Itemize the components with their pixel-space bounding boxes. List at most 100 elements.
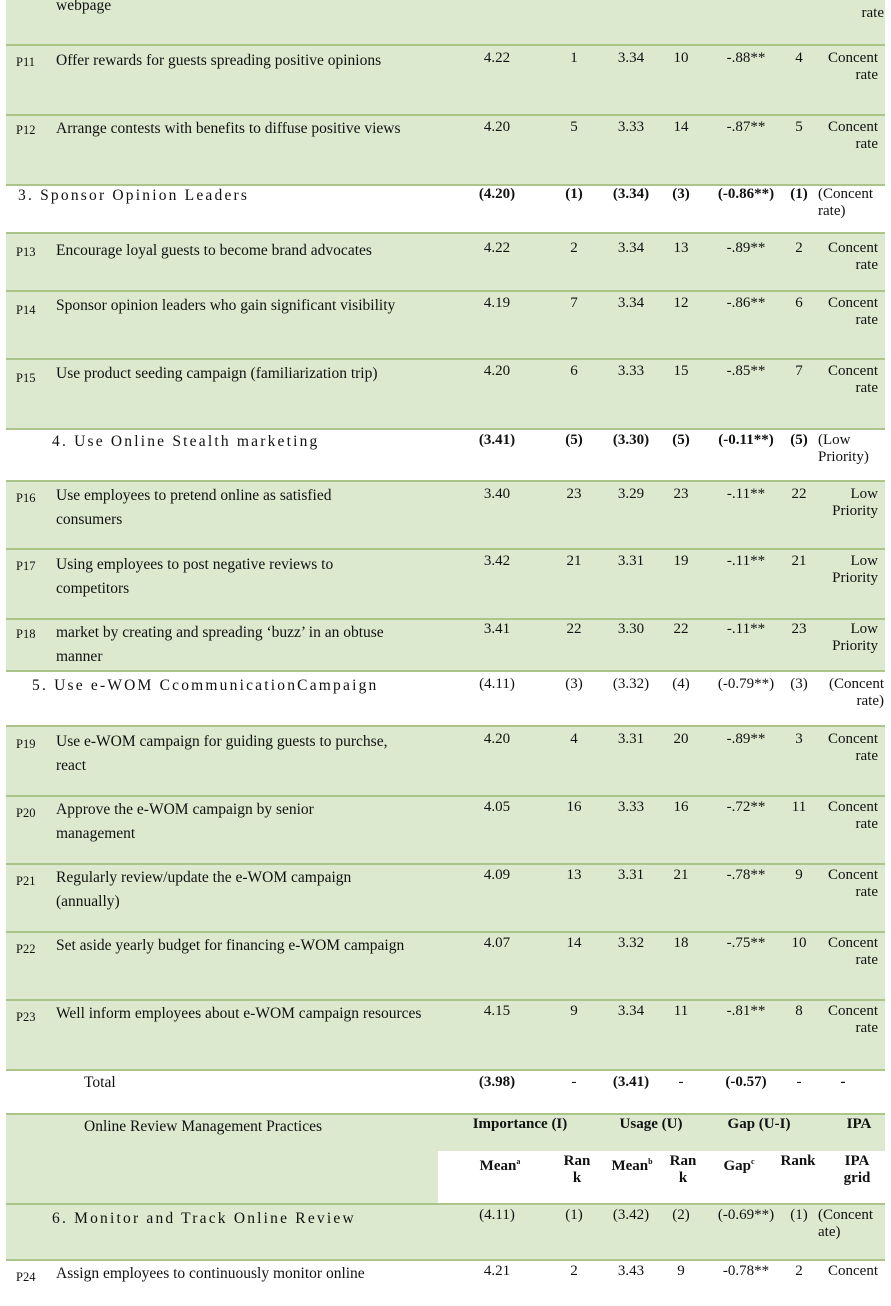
importance-rank: 14	[566, 935, 582, 951]
gap-value: -.11**	[726, 621, 766, 637]
practice-code: P14	[16, 303, 36, 317]
gap-value: -.11**	[726, 553, 766, 569]
gap-value: -0.78**	[722, 1263, 770, 1279]
header-importance: Importance (I)	[472, 1116, 568, 1132]
practice-code: P18	[16, 627, 36, 641]
group-gap: (-0.79**)	[717, 676, 775, 692]
importance-mean: 4.09	[483, 867, 511, 883]
practice-description: Assign employees to continuously monitor…	[56, 1265, 365, 1282]
usage-rank: 23	[673, 486, 689, 502]
group-row: 5. Use e-WOM CcommunicationCampaign (4.1…	[6, 670, 885, 725]
group-ipa: (Concent rate)	[829, 676, 884, 709]
group-ipa: (Concent rate)	[818, 186, 873, 219]
importance-rank: 22	[566, 621, 582, 637]
ipa-value: Concent rate	[828, 731, 878, 764]
ipa-value: Concent rate	[828, 363, 878, 396]
total-label: Total	[84, 1074, 116, 1091]
usage-mean: 3.34	[617, 1003, 645, 1019]
ipa-value: Concent rate	[828, 50, 878, 83]
group-row: 3. Sponsor Opinion Leaders (4.20) (1) (3…	[6, 184, 885, 232]
importance-rank: 5	[570, 119, 578, 135]
group-usage-mean: (3.34)	[612, 186, 650, 202]
usage-mean: 3.30	[617, 621, 645, 637]
usage-mean: 3.31	[617, 867, 645, 883]
group-importance-rank: (5)	[565, 432, 583, 448]
row-description: webpage	[56, 0, 112, 14]
header-usage-mean: Meanb	[611, 1157, 653, 1174]
importance-mean: 4.22	[483, 50, 511, 66]
group-usage-mean: (3.42)	[612, 1207, 650, 1223]
ipa-value: Concent rate	[828, 799, 878, 832]
importance-rank: 2	[570, 1263, 578, 1279]
table-row: P20 Approve the e-WOM campaign by senior…	[6, 795, 885, 863]
total-row: Total (3.98) - (3.41) - (-0.57) - -	[6, 1069, 885, 1113]
gap-value: -.86**	[726, 295, 766, 311]
total-gap-rank: -	[796, 1074, 802, 1090]
importance-mean: 4.22	[483, 240, 511, 256]
gap-rank: 5	[795, 119, 803, 135]
header-gap-value: Gapc	[723, 1157, 755, 1174]
gap-value: -.78**	[726, 867, 766, 883]
total-gap: (-0.57)	[725, 1074, 767, 1090]
total-usage-rank: -	[678, 1074, 684, 1090]
practice-description: Approve the e-WOM campaign by senior man…	[56, 801, 314, 842]
group-gap: (-0.69**)	[717, 1207, 775, 1223]
usage-mean: 3.29	[617, 486, 645, 502]
usage-rank: 13	[673, 240, 689, 256]
table-row: P24 Assign employees to continuously mon…	[6, 1259, 885, 1306]
usage-mean: 3.31	[617, 553, 645, 569]
importance-rank: 16	[566, 799, 582, 815]
practice-description: Use product seeding campaign (familiariz…	[56, 365, 378, 382]
gap-rank: 4	[795, 50, 803, 66]
practice-code: P16	[16, 491, 36, 505]
importance-mean: 4.20	[483, 119, 511, 135]
ipa-value: Concent rate	[828, 867, 878, 900]
ipa-value: Concent	[828, 1263, 878, 1279]
practice-description: Offer rewards for guests spreading posit…	[56, 52, 382, 69]
importance-mean: 4.15	[483, 1003, 511, 1019]
importance-rank: 9	[570, 1003, 578, 1019]
group-importance-rank: (3)	[565, 676, 583, 692]
header-ipa: IPA	[846, 1116, 872, 1132]
table-header: Online Review Management Practices Impor…	[6, 1113, 885, 1205]
gap-value: -.88**	[726, 50, 766, 66]
usage-rank: 9	[677, 1263, 685, 1279]
importance-rank: 1	[570, 50, 578, 66]
importance-rank: 21	[566, 553, 582, 569]
practice-code: P20	[16, 806, 36, 820]
group-title: 3. Sponsor Opinion Leaders	[18, 187, 250, 204]
practice-code: P21	[16, 874, 36, 888]
practice-description: Regularly review/update the e-WOM campai…	[56, 869, 352, 910]
importance-mean: 4.19	[483, 295, 511, 311]
practice-description: Encourage loyal guests to become brand a…	[56, 242, 372, 259]
header-subpanel	[438, 1151, 885, 1205]
gap-value: -.89**	[726, 240, 766, 256]
usage-mean: 3.33	[617, 119, 645, 135]
usage-rank: 22	[673, 621, 689, 637]
table-row: P16 Use employees to pretend online as s…	[6, 480, 885, 548]
table-row: P13 Encourage loyal guests to become bra…	[6, 232, 885, 290]
gap-rank: 2	[795, 1263, 803, 1279]
group-importance-mean: (4.20)	[478, 186, 516, 202]
group-importance-mean: (3.41)	[478, 432, 516, 448]
table-row: P17 Using employees to post negative rev…	[6, 548, 885, 618]
practice-description: Set aside yearly budget for financing e-…	[56, 937, 405, 954]
practice-code: P23	[16, 1010, 36, 1024]
practice-code: P12	[16, 123, 36, 137]
group-gap: (-0.11**)	[718, 432, 774, 448]
table-row: P18 market by creating and spreading ‘bu…	[6, 618, 885, 670]
importance-mean: 4.20	[483, 731, 511, 747]
usage-mean: 3.33	[617, 363, 645, 379]
header-gap: Gap (U-I)	[727, 1116, 791, 1132]
gap-value: -.72**	[726, 799, 766, 815]
ipa-value: Concent rate	[828, 240, 878, 273]
practice-code: P22	[16, 942, 36, 956]
usage-rank: 20	[673, 731, 689, 747]
usage-mean: 3.43	[617, 1263, 645, 1279]
ipa-value: Low Priority	[832, 621, 878, 654]
header-importance-rank: Ran k	[563, 1153, 591, 1186]
usage-mean: 3.31	[617, 731, 645, 747]
total-importance-rank: -	[571, 1074, 577, 1090]
ipa-value: Low Priority	[832, 553, 878, 586]
practice-description: Well inform employees about e-WOM campai…	[56, 1005, 422, 1022]
